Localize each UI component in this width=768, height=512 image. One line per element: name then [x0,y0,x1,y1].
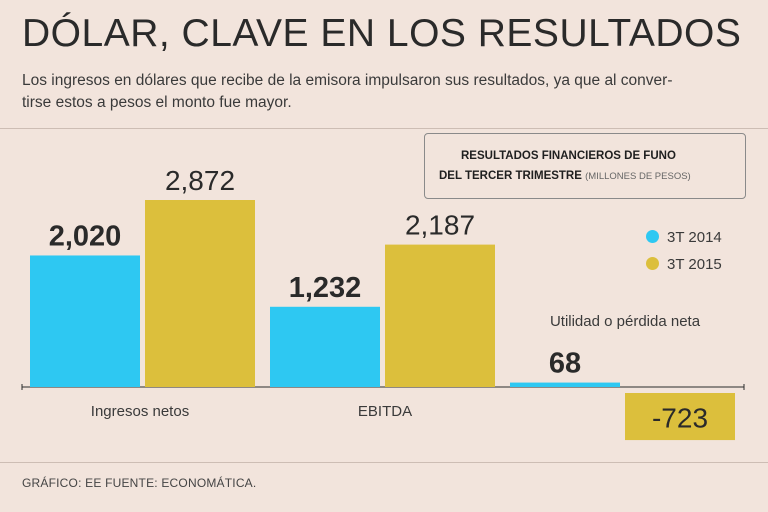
data-label-3t-2015-2: -723 [652,403,708,434]
data-label-3t-2014-0: 2,020 [49,220,122,252]
category-label-0: Ingresos netos [91,403,189,420]
bar-3t-2014-0 [30,255,140,387]
bar-3t-2015-1 [385,244,495,387]
data-label-3t-2015-0: 2,872 [165,165,235,196]
category-label-2: Utilidad o pérdida neta [550,313,701,330]
page-title: DÓLAR, CLAVE EN LOS RESULTADOS [22,12,742,55]
subtitle: Los ingresos en dólares que recibe de la… [22,70,742,114]
data-label-3t-2014-1: 1,232 [289,272,362,304]
box-title-line-2-text: DEL TERCER TRIMESTRE [439,170,582,182]
legend-dot-2014 [646,230,659,243]
subtitle-line-2: tirse estos a pesos el monto fue mayor. [22,94,292,111]
box-title-line-2: DEL TERCER TRIMESTRE (MILLONES DE PESOS) [439,170,691,182]
top-divider [0,128,768,129]
bar-3t-2015-0 [145,200,255,387]
bar-3t-2015-2 [625,393,735,441]
legend-label-2014: 3T 2014 [667,229,722,246]
box-unit-label: (MILLONES DE PESOS) [585,171,691,182]
legend-item-2015: 3T 2015 [646,256,722,276]
subtitle-line-1: Los ingresos en dólares que recibe de la… [22,72,673,89]
data-label-3t-2014-2: 68 [549,348,581,380]
bottom-divider [0,462,768,463]
legend-item-2014: 3T 2014 [646,229,722,249]
category-label-1: EBITDA [358,403,412,420]
footer-credits: GRÁFICO: EE FUENTE: ECONOMÁTICA. [22,476,257,490]
legend-dot-2015 [646,257,659,270]
chart-info-box: RESULTADOS FINANCIEROS DE FUNO DEL TERCE… [424,133,746,199]
legend-label-2015: 3T 2015 [667,256,722,273]
box-title-line-1: RESULTADOS FINANCIEROS DE FUNO [461,150,676,162]
bar-3t-2014-2 [510,382,620,387]
bar-3t-2014-1 [270,306,380,387]
data-label-3t-2015-1: 2,187 [405,210,475,241]
